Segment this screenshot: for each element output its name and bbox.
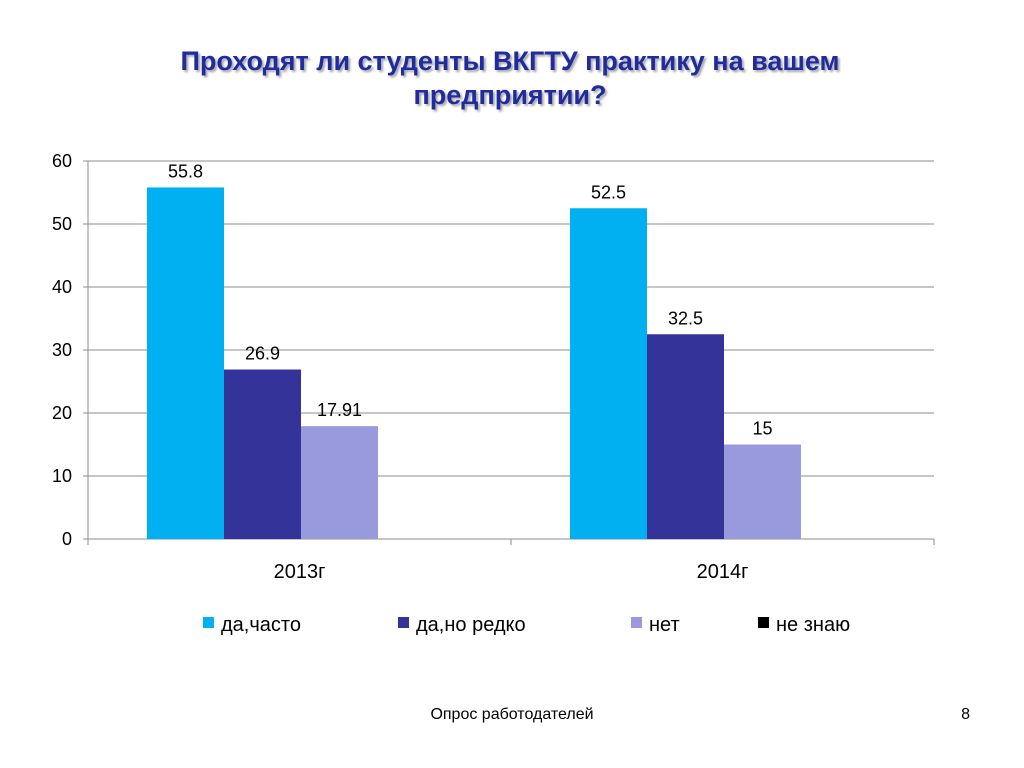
data-label: 17.91 xyxy=(317,400,362,420)
y-tick-label: 40 xyxy=(52,277,72,297)
legend-swatch xyxy=(631,617,642,628)
bar-1 xyxy=(570,208,647,539)
y-tick-label: 20 xyxy=(52,403,72,423)
data-label: 26.9 xyxy=(245,344,280,364)
legend-label: нет xyxy=(649,614,680,636)
bar-3 xyxy=(724,444,801,539)
category-label: 2014г xyxy=(697,561,749,583)
footer-text: Опрос работодателей xyxy=(430,706,594,723)
bar-1 xyxy=(147,187,224,539)
data-label: 55.8 xyxy=(168,161,203,181)
page-number: 8 xyxy=(961,706,970,723)
y-tick-label: 10 xyxy=(52,466,72,486)
bar-2 xyxy=(647,334,724,539)
y-tick-label: 30 xyxy=(52,340,72,360)
data-label: 52.5 xyxy=(591,182,626,202)
legend-label: не знаю xyxy=(776,614,850,636)
data-label: 32.5 xyxy=(668,308,703,328)
y-tick-label: 60 xyxy=(52,151,72,171)
y-tick-label: 50 xyxy=(52,214,72,234)
legend-swatch xyxy=(398,617,409,628)
y-tick-label: 0 xyxy=(62,529,72,549)
legend-label: да,но редко xyxy=(416,614,526,636)
category-label: 2013г xyxy=(274,561,326,583)
bar-2 xyxy=(224,369,301,539)
legend-label: да,часто xyxy=(221,614,301,636)
legend-swatch xyxy=(203,617,214,628)
bar-chart: 0 10 20 30 40 50 60 55.8 26.9 17.91 2013г 52.5 32.5 1… xyxy=(52,151,935,636)
bar-3 xyxy=(301,426,378,539)
legend-swatch xyxy=(758,617,769,628)
data-label: 15 xyxy=(752,419,772,439)
slide-title: Проходят ли студенты ВКГТУ практику на в… xyxy=(180,46,840,110)
